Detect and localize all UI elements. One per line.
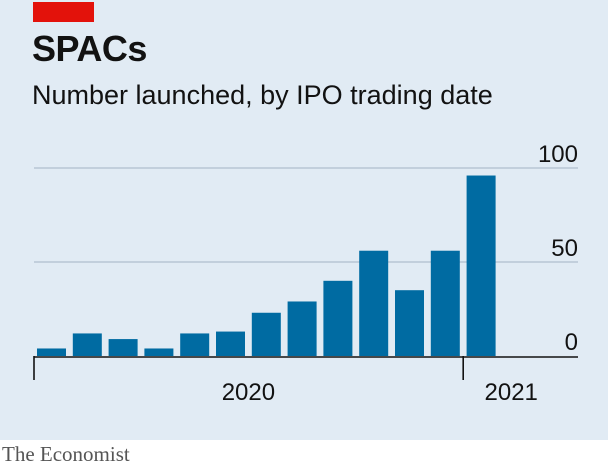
source-label: The Economist xyxy=(2,442,130,466)
brand-red-tag xyxy=(33,2,94,22)
bar xyxy=(37,348,66,356)
y-tick-label: 100 xyxy=(538,141,578,168)
bar xyxy=(144,348,174,356)
bar-chart: 0 50 100 2020 2021 xyxy=(33,141,578,406)
x-tick-label: 2020 xyxy=(222,379,275,406)
bar xyxy=(251,312,281,356)
bar xyxy=(287,301,317,356)
chart-subtitle: Number launched, by IPO trading date xyxy=(32,80,493,110)
x-tick-label: 2021 xyxy=(485,379,538,406)
bar xyxy=(430,250,460,356)
bar xyxy=(216,331,245,356)
bar xyxy=(72,333,102,356)
bar xyxy=(323,280,353,356)
bar xyxy=(395,290,424,356)
y-tick-label: 50 xyxy=(551,235,578,262)
footer: The Economist xyxy=(0,440,608,468)
bar xyxy=(180,333,210,356)
bar xyxy=(359,250,389,356)
bar xyxy=(108,339,138,356)
y-tick-label: 0 xyxy=(565,329,578,356)
bar xyxy=(466,175,496,356)
chart-title: SPACs xyxy=(32,28,147,69)
